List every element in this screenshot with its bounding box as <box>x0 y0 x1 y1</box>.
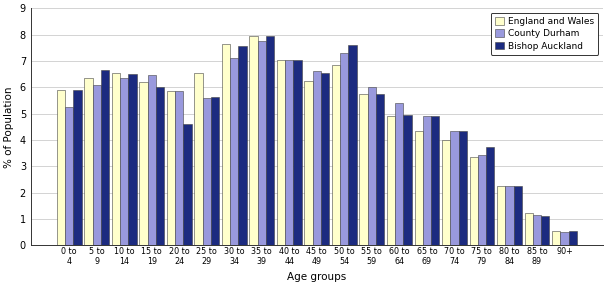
Bar <box>93 85 101 245</box>
Bar <box>258 41 266 245</box>
Bar <box>569 231 577 245</box>
Bar <box>431 116 439 245</box>
Legend: England and Wales, County Durham, Bishop Auckland: England and Wales, County Durham, Bishop… <box>490 13 599 55</box>
Bar <box>395 103 404 245</box>
Bar <box>368 87 376 245</box>
Bar <box>422 116 431 245</box>
Bar <box>313 72 321 245</box>
Bar <box>560 232 569 245</box>
Bar <box>112 73 120 245</box>
Bar <box>277 59 285 245</box>
Bar <box>505 186 514 245</box>
Bar <box>387 116 395 245</box>
Bar <box>65 107 73 245</box>
Bar <box>541 217 549 245</box>
Bar <box>128 74 137 245</box>
Bar <box>222 44 230 245</box>
Bar <box>524 212 533 245</box>
Bar <box>533 215 541 245</box>
Bar <box>266 36 274 245</box>
Bar <box>249 36 258 245</box>
Bar <box>359 94 368 245</box>
Bar <box>340 53 348 245</box>
Bar <box>332 65 340 245</box>
Bar <box>293 59 302 245</box>
Bar <box>148 76 156 245</box>
Bar <box>140 82 148 245</box>
Bar <box>101 70 109 245</box>
Bar <box>450 131 458 245</box>
Bar <box>203 98 211 245</box>
Bar <box>285 59 293 245</box>
Bar <box>194 73 203 245</box>
Bar <box>239 46 246 245</box>
Bar <box>120 78 128 245</box>
Bar <box>415 131 422 245</box>
Bar <box>442 140 450 245</box>
Bar <box>458 131 467 245</box>
Bar <box>211 96 219 245</box>
Bar <box>305 81 313 245</box>
Bar <box>321 73 329 245</box>
Bar <box>57 90 65 245</box>
Bar <box>514 186 522 245</box>
Bar <box>183 124 192 245</box>
Y-axis label: % of Population: % of Population <box>4 86 14 168</box>
Bar <box>478 154 486 245</box>
Bar <box>73 90 81 245</box>
Bar <box>348 45 357 245</box>
Bar <box>497 186 505 245</box>
Bar <box>404 115 412 245</box>
Bar <box>175 91 183 245</box>
Bar <box>470 157 478 245</box>
Bar <box>167 91 175 245</box>
Bar <box>552 231 560 245</box>
Bar <box>230 58 239 245</box>
Bar <box>486 147 494 245</box>
X-axis label: Age groups: Age groups <box>287 272 347 282</box>
Bar <box>84 78 93 245</box>
Bar <box>376 94 384 245</box>
Bar <box>156 87 164 245</box>
